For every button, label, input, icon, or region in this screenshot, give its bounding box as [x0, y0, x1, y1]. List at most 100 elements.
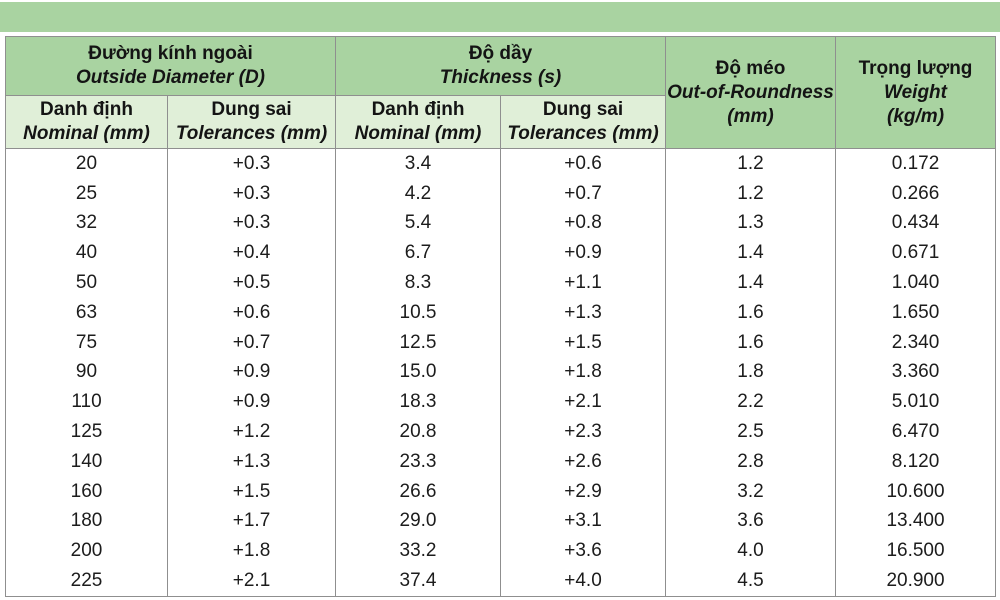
cell-thickness-tolerance: +2.9: [500, 476, 667, 507]
cell-thickness-nominal: 10.5: [335, 297, 502, 328]
header-out-of-roundness-en: Out-of-Roundness: [667, 81, 834, 103]
cell-out-of-roundness: 3.6: [665, 506, 837, 537]
subheader-od-nominal-vi: Danh định: [40, 99, 133, 120]
subheader-thickness-nominal-vi: Danh định: [371, 99, 465, 120]
cell-thickness-tolerance: +1.3: [500, 297, 667, 328]
cell-thickness-tolerance: +3.1: [500, 506, 667, 537]
cell-weight: 0.266: [835, 178, 997, 209]
cell-od-tolerance: +0.3: [166, 148, 337, 179]
cell-thickness-nominal: 5.4: [335, 208, 502, 239]
cell-thickness-tolerance: +4.0: [500, 566, 667, 597]
cell-out-of-roundness: 4.5: [665, 566, 837, 597]
cell-out-of-roundness: 1.3: [665, 208, 837, 239]
subheader-thickness-nominal-en: Nominal (mm): [354, 123, 482, 144]
table-row: 160 +1.5 26.6 +2.9 3.2 10.600: [5, 476, 997, 507]
cell-od-nominal: 63: [5, 297, 168, 328]
cell-out-of-roundness: 3.2: [665, 476, 837, 507]
cell-od-nominal: 160: [5, 476, 168, 507]
cell-weight: 0.671: [835, 238, 997, 269]
cell-out-of-roundness: 2.2: [665, 387, 837, 418]
cell-out-of-roundness: 1.6: [665, 327, 837, 358]
table-row: 40 +0.4 6.7 +0.9 1.4 0.671: [5, 238, 997, 269]
header-outside-diameter: Đường kính ngoài Outside Diameter (D): [4, 36, 337, 96]
cell-thickness-nominal: 15.0: [335, 357, 502, 388]
cell-weight: 6.470: [835, 417, 997, 447]
header-out-of-roundness: Độ méo Out-of-Roundness (mm): [665, 36, 837, 149]
cell-thickness-tolerance: +0.8: [500, 208, 667, 239]
cell-od-tolerance: +1.5: [166, 476, 337, 507]
top-green-band: [0, 2, 1000, 32]
cell-thickness-nominal: 29.0: [335, 506, 502, 537]
cell-od-tolerance: +0.9: [166, 357, 337, 388]
header-outside-diameter-vi: Đường kính ngoài: [88, 43, 253, 64]
cell-od-tolerance: +0.3: [166, 178, 337, 209]
cell-out-of-roundness: 1.4: [665, 268, 837, 298]
cell-od-tolerance: +0.7: [166, 327, 337, 358]
header-thickness-en: Thickness (s): [439, 67, 562, 88]
subheader-thickness-nominal: Danh định Nominal (mm): [335, 95, 502, 149]
cell-od-nominal: 90: [5, 357, 168, 388]
cell-od-nominal: 20: [5, 148, 168, 179]
header-group-row: Đường kính ngoài Outside Diameter (D) Độ…: [4, 36, 997, 149]
cell-od-tolerance: +0.9: [166, 387, 337, 418]
cell-thickness-nominal: 26.6: [335, 476, 502, 507]
cell-out-of-roundness: 2.8: [665, 446, 837, 477]
cell-out-of-roundness: 1.2: [665, 178, 837, 209]
cell-thickness-tolerance: +0.6: [500, 148, 667, 179]
cell-od-tolerance: +0.6: [166, 297, 337, 328]
cell-thickness-tolerance: +1.5: [500, 327, 667, 358]
cell-od-nominal: 40: [5, 238, 168, 269]
cell-thickness-tolerance: +1.8: [500, 357, 667, 388]
table-body: 20 +0.3 3.4 +0.6 1.2 0.172 25 +0.3 4.2 +…: [5, 148, 997, 597]
cell-thickness-nominal: 37.4: [335, 566, 502, 597]
table-row: 110 +0.9 18.3 +2.1 2.2 5.010: [5, 387, 997, 418]
cell-weight: 10.600: [835, 476, 997, 507]
cell-thickness-tolerance: +2.6: [500, 446, 667, 477]
cell-od-tolerance: +0.4: [166, 238, 337, 269]
table-row: 90 +0.9 15.0 +1.8 1.8 3.360: [5, 357, 997, 388]
cell-od-tolerance: +1.2: [166, 417, 337, 447]
table-row: 32 +0.3 5.4 +0.8 1.3 0.434: [5, 208, 997, 239]
cell-od-nominal: 140: [5, 446, 168, 477]
cell-od-nominal: 110: [5, 387, 168, 418]
cell-out-of-roundness: 4.0: [665, 536, 837, 567]
cell-thickness-tolerance: +3.6: [500, 536, 667, 567]
table-row: 225 +2.1 37.4 +4.0 4.5 20.900: [5, 566, 997, 597]
cell-thickness-tolerance: +2.1: [500, 387, 667, 418]
subheader-thickness-tolerances: Dung sai Tolerances (mm): [500, 95, 667, 149]
table-row: 200 +1.8 33.2 +3.6 4.0 16.500: [5, 536, 997, 567]
header-weight-vi: Trọng lượng: [858, 57, 973, 79]
cell-od-nominal: 225: [5, 566, 168, 597]
subheader-thickness-tolerances-en: Tolerances (mm): [507, 123, 659, 144]
cell-thickness-tolerance: +2.3: [500, 417, 667, 447]
cell-out-of-roundness: 1.4: [665, 238, 837, 269]
cell-thickness-tolerance: +0.9: [500, 238, 667, 269]
cell-od-tolerance: +0.3: [166, 208, 337, 239]
table-row: 25 +0.3 4.2 +0.7 1.2 0.266: [5, 178, 997, 209]
cell-weight: 5.010: [835, 387, 997, 418]
cell-thickness-nominal: 4.2: [335, 178, 502, 209]
table-row: 50 +0.5 8.3 +1.1 1.4 1.040: [5, 268, 997, 298]
header-thickness-vi: Độ dầy: [468, 43, 533, 64]
cell-od-nominal: 75: [5, 327, 168, 358]
cell-od-nominal: 25: [5, 178, 168, 209]
header-weight-en: Weight: [884, 81, 947, 103]
cell-od-nominal: 32: [5, 208, 168, 239]
cell-out-of-roundness: 2.5: [665, 417, 837, 447]
table-row: 125 +1.2 20.8 +2.3 2.5 6.470: [5, 417, 997, 447]
subheader-od-nominal: Danh định Nominal (mm): [5, 95, 168, 149]
cell-weight: 0.172: [835, 148, 997, 179]
cell-weight: 16.500: [835, 536, 997, 567]
cell-weight: 20.900: [835, 566, 997, 597]
table-row: 180 +1.7 29.0 +3.1 3.6 13.400: [5, 506, 997, 537]
table-row: 75 +0.7 12.5 +1.5 1.6 2.340: [5, 327, 997, 358]
subheader-thickness-tolerances-vi: Dung sai: [542, 99, 624, 120]
cell-out-of-roundness: 1.6: [665, 297, 837, 328]
cell-out-of-roundness: 1.2: [665, 148, 837, 179]
cell-thickness-nominal: 12.5: [335, 327, 502, 358]
cell-weight: 13.400: [835, 506, 997, 537]
header-thickness: Độ dầy Thickness (s): [335, 36, 667, 96]
cell-thickness-nominal: 6.7: [335, 238, 502, 269]
cell-od-tolerance: +1.8: [166, 536, 337, 567]
